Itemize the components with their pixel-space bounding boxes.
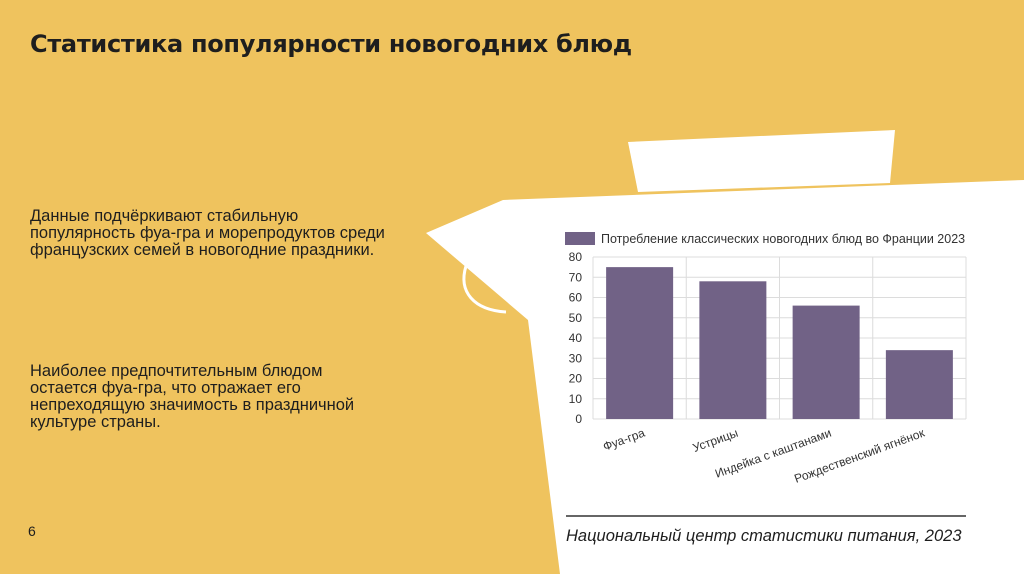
y-tick-label: 20	[569, 372, 583, 386]
bar	[885, 350, 953, 419]
page-number: 6	[28, 523, 36, 539]
y-tick-label: 10	[569, 392, 583, 406]
source-caption: Национальный центр статистики питания, 2…	[566, 527, 962, 545]
y-axis-ticks: 0 10 20 30 40 50 60 70 80	[569, 250, 583, 426]
bar	[792, 305, 860, 419]
bar	[699, 281, 767, 419]
x-tick-label: Фуа-гра	[601, 426, 647, 454]
y-tick-label: 30	[569, 351, 583, 365]
y-tick-label: 60	[569, 291, 583, 305]
legend-label: Потребление классических новогодних блюд…	[601, 232, 965, 246]
bar	[606, 267, 674, 419]
y-tick-label: 70	[569, 270, 583, 284]
x-tick-label: Устрицы	[691, 426, 740, 455]
y-tick-label: 50	[569, 311, 583, 325]
page-title: Статистика популярности новогодних блюд	[30, 30, 632, 58]
y-tick-label: 0	[575, 412, 582, 426]
legend: Потребление классических новогодних блюд…	[565, 232, 965, 246]
y-tick-label: 80	[569, 250, 583, 264]
legend-swatch	[565, 232, 595, 245]
paragraph-2: Наиболее предпочтительным блюдом остаетс…	[30, 362, 355, 431]
paper-curl	[462, 265, 507, 314]
paragraph-1: Данные подчёркивают стабильную популярно…	[30, 207, 385, 259]
bars	[606, 267, 953, 419]
y-tick-label: 40	[569, 331, 583, 345]
back-paper-strip	[628, 130, 895, 192]
